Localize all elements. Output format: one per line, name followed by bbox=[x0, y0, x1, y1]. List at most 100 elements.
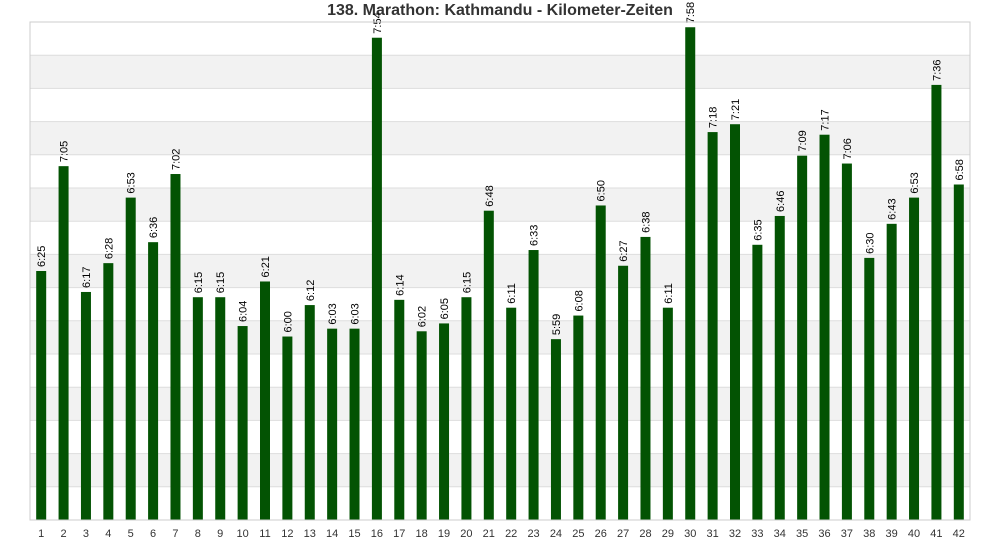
x-tick-label: 29 bbox=[662, 528, 674, 540]
x-tick-label: 28 bbox=[639, 528, 651, 540]
bar-value-label: 6:28 bbox=[103, 238, 115, 259]
bar bbox=[192, 297, 203, 520]
background-band bbox=[30, 453, 970, 487]
bar-value-label: 6:48 bbox=[484, 185, 496, 206]
x-tick-label: 12 bbox=[281, 528, 293, 540]
x-tick-label: 22 bbox=[505, 528, 517, 540]
x-tick-label: 38 bbox=[863, 528, 875, 540]
x-axis-tick-labels: 1 2 3 4 5 6 7 8 9 10 11 12 13 14 15 16 17 18 19 20 21 22 23 24 2… bbox=[38, 528, 965, 540]
x-tick-label: 2 bbox=[61, 528, 67, 540]
x-tick-label: 42 bbox=[953, 528, 965, 540]
background-band bbox=[30, 55, 970, 89]
bar-value-label: 6:25 bbox=[36, 246, 48, 267]
background-band bbox=[30, 188, 970, 222]
bar bbox=[215, 297, 226, 520]
bar bbox=[483, 210, 494, 520]
bar-value-label: 6:46 bbox=[775, 191, 787, 212]
x-tick-label: 25 bbox=[572, 528, 584, 540]
x-tick-label: 27 bbox=[617, 528, 629, 540]
x-tick-label: 9 bbox=[217, 528, 223, 540]
background-band bbox=[30, 387, 970, 421]
bar bbox=[260, 281, 270, 520]
bar bbox=[327, 328, 338, 520]
bar bbox=[953, 184, 964, 521]
bar-value-label: 6:15 bbox=[461, 272, 473, 293]
x-tick-label: 21 bbox=[483, 528, 495, 540]
bar bbox=[909, 197, 920, 520]
bar bbox=[36, 271, 47, 520]
bar-value-label: 7:06 bbox=[842, 138, 854, 159]
bar bbox=[304, 305, 315, 520]
chart-title: 138. Marathon: Kathmandu - Kilometer-Zei… bbox=[327, 2, 673, 19]
x-tick-label: 17 bbox=[393, 528, 405, 540]
bar-value-label: 6:33 bbox=[529, 225, 541, 246]
x-tick-label: 5 bbox=[128, 528, 134, 540]
bar-value-labels: 6:25 7:05 6:17 6:28 6:53 6:36 7:02 6:15 6:15 6:04… bbox=[36, 2, 966, 335]
bar bbox=[797, 155, 808, 520]
bar-value-label: 6:17 bbox=[81, 267, 93, 288]
x-tick-label: 13 bbox=[304, 528, 316, 540]
bar-value-label: 6:14 bbox=[394, 274, 406, 295]
bar-value-label: 5:59 bbox=[551, 314, 563, 335]
bar bbox=[170, 174, 181, 520]
x-tick-label: 40 bbox=[908, 528, 920, 540]
background-bands bbox=[30, 55, 970, 487]
bar-value-label: 7:17 bbox=[820, 109, 832, 130]
x-tick-label: 36 bbox=[818, 528, 830, 540]
bar bbox=[819, 134, 830, 520]
bar bbox=[125, 197, 136, 520]
x-tick-label: 15 bbox=[348, 528, 360, 540]
bar-value-label: 6:11 bbox=[663, 283, 675, 304]
x-tick-label: 19 bbox=[438, 528, 450, 540]
bar bbox=[394, 299, 405, 520]
bar bbox=[730, 124, 740, 520]
x-tick-label: 30 bbox=[684, 528, 696, 540]
x-tick-label: 34 bbox=[774, 528, 786, 540]
x-tick-label: 33 bbox=[751, 528, 763, 540]
bar bbox=[58, 166, 69, 520]
bar-value-label: 7:58 bbox=[685, 2, 697, 23]
x-tick-label: 39 bbox=[886, 528, 898, 540]
bars bbox=[36, 27, 964, 521]
plot-frame bbox=[29, 21, 971, 521]
bar bbox=[774, 215, 785, 521]
bar-value-label: 6:21 bbox=[260, 256, 272, 277]
x-tick-label: 6 bbox=[150, 528, 156, 540]
x-tick-label: 7 bbox=[172, 528, 178, 540]
background-band bbox=[30, 121, 970, 155]
x-tick-label: 37 bbox=[841, 528, 853, 540]
bar bbox=[864, 257, 875, 520]
bar-value-label: 6:58 bbox=[954, 159, 966, 180]
x-tick-label: 24 bbox=[550, 528, 562, 540]
bar-value-label: 7:09 bbox=[797, 130, 809, 151]
bar-value-label: 6:05 bbox=[439, 298, 451, 319]
bar bbox=[685, 27, 696, 521]
bar bbox=[573, 315, 584, 520]
bar bbox=[148, 242, 159, 520]
bar-value-label: 7:36 bbox=[931, 59, 943, 80]
x-tick-label: 4 bbox=[105, 528, 111, 540]
bar-value-label: 7:54 bbox=[372, 12, 384, 33]
x-tick-label: 32 bbox=[729, 528, 741, 540]
bar bbox=[439, 323, 450, 520]
bar bbox=[416, 331, 427, 520]
bar-value-label: 6:53 bbox=[909, 172, 921, 193]
x-tick-label: 11 bbox=[259, 528, 270, 540]
x-tick-label: 31 bbox=[706, 528, 718, 540]
bar bbox=[506, 307, 517, 520]
bar bbox=[618, 265, 629, 520]
bar-value-label: 6:50 bbox=[596, 180, 608, 201]
bar-value-label: 6:11 bbox=[506, 283, 518, 304]
bar-value-label: 6:36 bbox=[148, 217, 160, 238]
bar-value-label: 6:38 bbox=[640, 212, 652, 233]
bar-value-label: 6:30 bbox=[864, 232, 876, 253]
bar bbox=[595, 205, 606, 520]
bar bbox=[640, 236, 651, 520]
x-tick-label: 41 bbox=[930, 528, 942, 540]
bar-value-label: 7:05 bbox=[59, 141, 71, 162]
x-tick-label: 20 bbox=[460, 528, 472, 540]
background-band bbox=[30, 320, 970, 354]
x-tick-label: 14 bbox=[326, 528, 338, 540]
bar-value-label: 6:43 bbox=[887, 198, 899, 219]
bar-value-label: 6:04 bbox=[238, 301, 250, 322]
